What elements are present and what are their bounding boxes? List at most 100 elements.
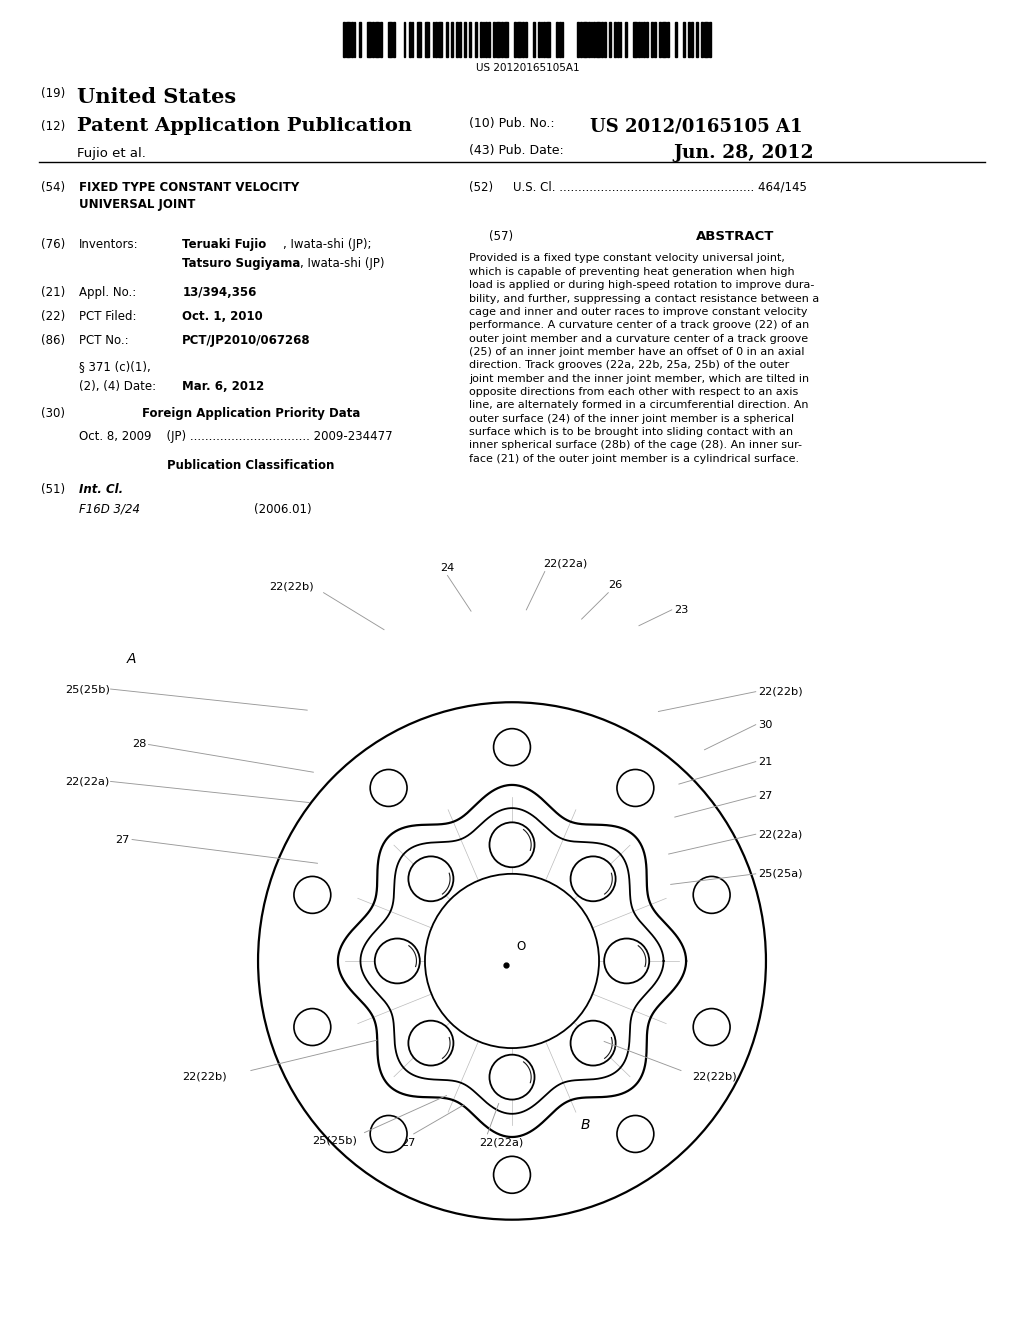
Bar <box>522 22 524 57</box>
Bar <box>559 22 561 57</box>
Bar <box>487 22 489 57</box>
Text: Patent Application Publication: Patent Application Publication <box>77 117 412 136</box>
Bar <box>609 22 611 57</box>
Bar <box>496 22 498 57</box>
Text: Publication Classification: Publication Classification <box>167 459 335 473</box>
Text: US 20120165105A1: US 20120165105A1 <box>475 63 580 74</box>
Text: O: O <box>516 940 525 953</box>
Bar <box>420 22 421 57</box>
Bar <box>556 22 558 57</box>
Text: 25(25b): 25(25b) <box>65 684 110 694</box>
Text: Fujio et al.: Fujio et al. <box>77 147 145 160</box>
Bar <box>417 22 419 57</box>
Bar <box>427 22 429 57</box>
Text: 22(22a): 22(22a) <box>479 1138 523 1148</box>
Bar <box>464 22 466 57</box>
Bar <box>506 22 508 57</box>
Ellipse shape <box>570 857 615 902</box>
Bar <box>393 22 395 57</box>
Bar <box>353 22 355 57</box>
Bar <box>665 22 667 57</box>
Text: FIXED TYPE CONSTANT VELOCITY
UNIVERSAL JOINT: FIXED TYPE CONSTANT VELOCITY UNIVERSAL J… <box>79 181 299 211</box>
Text: A: A <box>127 652 136 665</box>
Bar <box>451 22 453 57</box>
Text: PCT No.:: PCT No.: <box>79 334 128 347</box>
Text: (51): (51) <box>41 483 66 496</box>
Bar <box>662 22 664 57</box>
Text: 23: 23 <box>674 605 688 615</box>
Bar <box>432 22 434 57</box>
Bar <box>616 22 618 57</box>
Text: Foreign Application Priority Data: Foreign Application Priority Data <box>141 407 360 420</box>
Ellipse shape <box>409 857 454 902</box>
Bar <box>485 22 487 57</box>
Bar <box>390 22 392 57</box>
Ellipse shape <box>604 939 649 983</box>
Bar <box>578 22 580 57</box>
Bar <box>659 22 660 57</box>
Text: Teruaki Fujio: Teruaki Fujio <box>182 238 266 251</box>
Bar <box>375 22 377 57</box>
Bar <box>625 22 627 57</box>
Text: U.S. Cl. .................................................... 464/145: U.S. Cl. ...............................… <box>513 181 807 194</box>
Text: Provided is a fixed type constant velocity universal joint,
which is capable of : Provided is a fixed type constant veloci… <box>469 253 819 463</box>
Ellipse shape <box>371 1115 408 1152</box>
Bar <box>641 22 642 57</box>
Text: B: B <box>581 1118 590 1133</box>
Bar <box>690 22 692 57</box>
Bar <box>638 22 640 57</box>
Bar <box>667 22 669 57</box>
Text: (12): (12) <box>41 120 66 133</box>
Ellipse shape <box>570 1020 615 1065</box>
Text: 22(22a): 22(22a) <box>543 558 587 569</box>
Text: 24: 24 <box>440 562 455 573</box>
Bar <box>532 22 535 57</box>
Text: US 2012/0165105 A1: US 2012/0165105 A1 <box>590 117 803 136</box>
Text: 30: 30 <box>758 719 772 730</box>
Bar <box>538 22 540 57</box>
Ellipse shape <box>409 1020 454 1065</box>
Bar <box>646 22 648 57</box>
Ellipse shape <box>616 1115 653 1152</box>
Ellipse shape <box>425 874 599 1048</box>
Bar <box>438 22 439 57</box>
Bar <box>688 22 690 57</box>
Bar <box>549 22 550 57</box>
Text: (57): (57) <box>489 230 514 243</box>
Ellipse shape <box>494 729 530 766</box>
Bar <box>351 22 353 57</box>
Text: (43) Pub. Date:: (43) Pub. Date: <box>469 144 564 157</box>
Bar <box>499 22 501 57</box>
Text: 26: 26 <box>608 579 623 590</box>
Text: Oct. 1, 2010: Oct. 1, 2010 <box>182 310 263 323</box>
Text: 13/394,356: 13/394,356 <box>182 286 257 300</box>
Bar <box>358 22 360 57</box>
Text: Appl. No.:: Appl. No.: <box>79 286 136 300</box>
Text: § 371 (c)(1),: § 371 (c)(1), <box>79 360 151 374</box>
Text: , Iwata-shi (JP): , Iwata-shi (JP) <box>300 257 385 271</box>
Text: , Iwata-shi (JP);: , Iwata-shi (JP); <box>283 238 371 251</box>
Bar <box>440 22 442 57</box>
Bar <box>541 22 543 57</box>
Bar <box>546 22 548 57</box>
Text: (52): (52) <box>469 181 494 194</box>
Text: Tatsuro Sugiyama: Tatsuro Sugiyama <box>182 257 301 271</box>
Text: United States: United States <box>77 87 236 107</box>
Text: PCT/JP2010/067268: PCT/JP2010/067268 <box>182 334 311 347</box>
Bar <box>445 22 447 57</box>
Bar <box>501 22 503 57</box>
Bar <box>703 22 706 57</box>
Text: (30): (30) <box>41 407 65 420</box>
Text: 21: 21 <box>758 756 772 767</box>
Bar <box>707 22 709 57</box>
Bar <box>469 22 471 57</box>
Bar <box>543 22 545 57</box>
Bar <box>583 22 585 57</box>
Bar <box>403 22 406 57</box>
Ellipse shape <box>371 770 408 807</box>
Text: (21): (21) <box>41 286 66 300</box>
Text: 28: 28 <box>132 739 146 750</box>
Bar <box>580 22 582 57</box>
Text: (19): (19) <box>41 87 66 100</box>
Bar <box>683 22 685 57</box>
